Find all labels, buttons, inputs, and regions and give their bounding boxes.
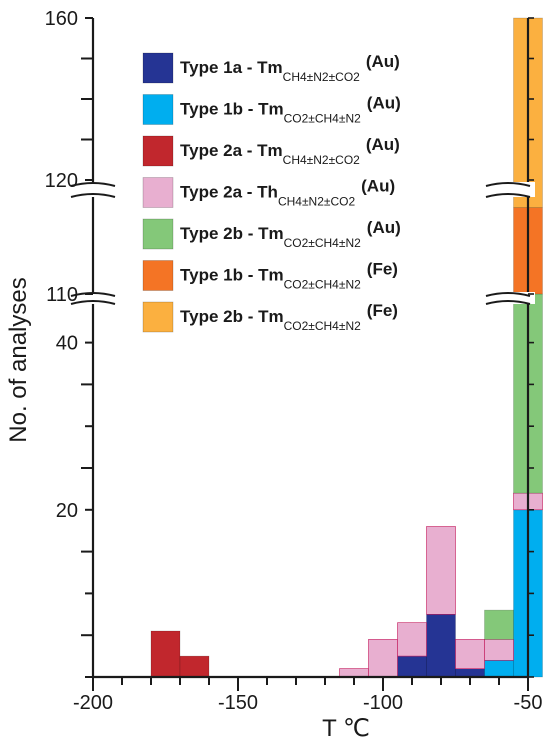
legend-suffix-2: (Au) (367, 94, 401, 113)
bar-series-5-1 (484, 609, 514, 640)
legend-swatch-5 (142, 218, 174, 250)
bar-series-4-5 (455, 639, 485, 670)
x-tick-label-3: -100 (363, 692, 403, 714)
y-axis-title: No. of analyses (5, 277, 32, 442)
legend-subscript-4: CH4±N2±CO2 (278, 195, 356, 209)
bar-series-3-1 (150, 630, 181, 678)
x-tick-label-1: -200 (73, 692, 113, 714)
axes-layer (70, 17, 534, 691)
legend-subscript-2: CO2±CH4±N2 (284, 112, 362, 126)
legend-swatch-7 (142, 301, 174, 333)
legend-label-6: Type 1b - TmCO2±CH4±N2(Fe) (180, 260, 398, 292)
y-tick-label-1: 20 (56, 500, 78, 522)
bar-series-1-2 (426, 613, 456, 678)
y-tick-label-3: 110 (46, 284, 78, 306)
legend-suffix-6: (Fe) (367, 260, 398, 279)
legend-subscript-1: CH4±N2±CO2 (283, 70, 361, 84)
x-tick-label-2: -150 (218, 692, 258, 714)
legend-label-1: Type 1a - TmCH4±N2±CO2(Au) (180, 52, 400, 84)
axis-break-gap-right-1 (480, 182, 535, 197)
bar-series-4-1 (339, 668, 369, 678)
legend-swatch-6 (142, 260, 174, 291)
legend-swatch-2 (142, 94, 174, 125)
legend-swatch-3 (142, 135, 174, 167)
legend-suffix-3: (Au) (366, 135, 400, 154)
bar-series-3-2 (179, 655, 210, 678)
right-axis-break-lower-upper (485, 292, 531, 297)
legend-subscript-7: CO2±CH4±N2 (284, 319, 362, 333)
legend-label-4: Type 2a - ThCH4±N2±CO2(Au) (180, 177, 395, 209)
legend-subscript-6: CO2±CH4±N2 (284, 278, 362, 292)
legend: Type 1a - TmCH4±N2±CO2(Au)Type 1b - TmCO… (142, 52, 401, 333)
bar-series-4-3 (397, 622, 427, 657)
tick-labels: -200 -150 -100 -50 20 40 110 120 160 (45, 8, 543, 714)
left-axis-break-upper-lower (70, 193, 116, 198)
left-axis-break-upper-upper (70, 182, 116, 187)
y-tick-label-2: 40 (56, 333, 78, 355)
legend-subscript-3: CH4±N2±CO2 (283, 153, 361, 167)
bar-series-1-1 (397, 655, 427, 678)
legend-suffix-7: (Fe) (367, 301, 398, 320)
right-axis-break-upper-upper (485, 182, 531, 187)
right-axis-break-upper-lower (485, 193, 531, 198)
bar-series-1-3 (455, 668, 485, 678)
bar-series-4-2 (368, 639, 398, 678)
bar-series-4-6 (484, 639, 514, 661)
x-tick-label-4: -50 (514, 692, 543, 714)
legend-label-7: Type 2b - TmCO2±CH4±N2(Fe) (180, 301, 398, 333)
x-axis-title: T ℃ (322, 715, 370, 742)
bar-series-2-1 (484, 659, 514, 678)
legend-suffix-1: (Au) (366, 52, 400, 71)
legend-swatch-4 (142, 177, 174, 208)
right-axis-break-lower-lower (485, 300, 531, 305)
legend-label-3: Type 2a - TmCH4±N2±CO2(Au) (180, 135, 400, 167)
legend-suffix-4: (Au) (361, 177, 395, 196)
y-tick-label-5: 160 (45, 8, 78, 30)
legend-swatch-1 (142, 52, 174, 84)
y-tick-label-4: 120 (45, 170, 78, 192)
legend-label-5: Type 2b - TmCO2±CH4±N2(Au) (180, 218, 401, 250)
legend-label-2: Type 1b - TmCO2±CH4±N2(Au) (180, 94, 401, 126)
left-axis-break-lower-lower (70, 300, 116, 305)
bar-series-4-4 (426, 526, 456, 615)
legend-subscript-5: CO2±CH4±N2 (284, 236, 362, 250)
legend-suffix-5: (Au) (367, 218, 401, 237)
